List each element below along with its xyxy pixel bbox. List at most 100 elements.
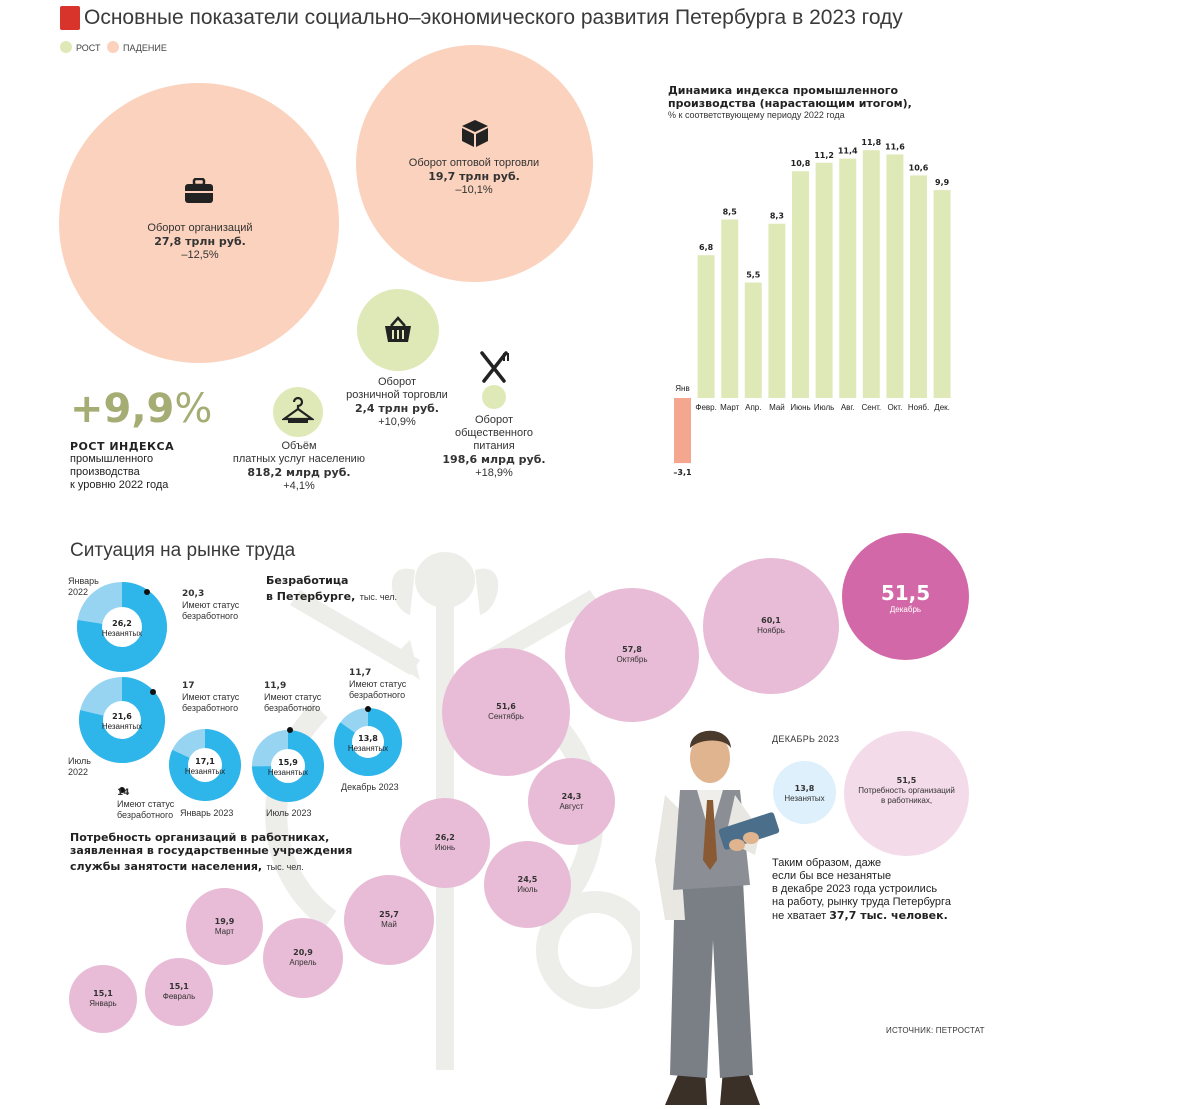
catering-bubble — [482, 385, 506, 409]
services-change: +4,1% — [283, 480, 315, 492]
industrial-chart-title: Динамика индекса промышленного производс… — [668, 84, 912, 110]
services-label-2: платных услуг населению — [232, 453, 366, 465]
december-unemployed-bubble — [773, 761, 836, 824]
unemployment-heading: Безработица в Петербурге, тыс. чел. — [266, 574, 426, 605]
bar-6 — [792, 171, 809, 398]
donut-pointer-dot-dec2023 — [365, 706, 371, 712]
month-bubble-value-5: 25,7 — [379, 910, 399, 919]
donut-registered-label-jul2022: Имеют статус безработного — [182, 692, 240, 713]
december-demand-bubble — [844, 731, 969, 856]
month-bubble-text-12: 51,5 Декабрь — [842, 581, 969, 615]
demand-title-3: службы занятости населения, — [70, 860, 263, 873]
unemployed-donut-charts: 26,2Незанятых21,6Незанятых17,1Незанятых1… — [77, 582, 403, 802]
donut-hole-dec2023 — [352, 726, 384, 758]
month-bubble-value-2: 15,1 — [169, 982, 189, 991]
org-turnover-value: 27,8 трлн руб. — [154, 235, 246, 248]
bar-5 — [768, 223, 786, 398]
source-note: ИСТОЧНИК: ПЕТРОСТАТ — [886, 1026, 985, 1035]
bar-value-label-2: 6,8 — [699, 243, 714, 252]
month-bubble-text-8: 24,3 Август — [528, 792, 615, 812]
growth-index-line3: к уровню 2022 года — [70, 479, 169, 491]
month-bubble-label-1: Январь — [89, 999, 117, 1008]
month-bubble-text-1: 15,1 Январь — [69, 989, 137, 1009]
donut-registered-label-jan2022: Имеют статус безработного — [182, 600, 240, 621]
donut-registered-label-dec2023: Имеют статус безработного — [349, 679, 407, 700]
december-demand-value: 51,5 — [896, 776, 917, 785]
retail-text: Оборот розничной торговли 2,4 трлн руб. … — [317, 376, 477, 429]
donut-total-value-dec2023: 13,8 — [358, 734, 378, 743]
month-bubble-value-4: 20,9 — [293, 948, 313, 957]
month-bubble-value-12: 51,5 — [880, 580, 931, 605]
donut-total-value-jul2023: 15,9 — [278, 758, 298, 767]
donut-pointer-dot-jan2023 — [119, 787, 125, 793]
december-unemployed-value: 13,8 — [794, 784, 815, 793]
bar-7 — [815, 162, 833, 398]
donut-hole-jan2023 — [188, 748, 222, 782]
month-bubble-text-9: 51,6 Сентябрь — [442, 702, 570, 722]
fork-knife-icon — [480, 351, 509, 383]
donut-hole-jul2023 — [271, 749, 305, 783]
industrial-chart-subtitle: % к соответствующему периоду 2022 года — [668, 110, 845, 120]
wholesale-label: Оборот оптовой торговли — [408, 157, 540, 169]
bar-category-label-2: Февр. — [695, 403, 716, 412]
demand-title-2: заявленная в государственные учреждения — [70, 844, 353, 857]
man-with-clipboard-illustration — [655, 730, 780, 1105]
growth-index-heading: РОСТ ИНДЕКСА — [70, 440, 175, 453]
month-bubble-label-9: Сентябрь — [488, 712, 524, 721]
month-bubble-text-4: 20,9 Апрель — [263, 948, 343, 968]
month-bubble-value-10: 57,8 — [622, 645, 642, 654]
bar-category-label-6: Июнь — [790, 403, 810, 412]
donut-registered-jan2022: 20,3 Имеют статус безработного — [182, 588, 262, 622]
bar-2 — [697, 255, 715, 398]
donut-registered-label-jul2023: Имеют статус безработного — [264, 692, 322, 713]
bar-value-label-5: 8,3 — [770, 212, 784, 221]
bar-category-label-3: Март — [720, 403, 739, 412]
growth-index-line1: промышленного — [70, 453, 154, 465]
catering-text: Оборот общественного питания 198,6 млрд … — [424, 414, 564, 480]
conclusion-line-3: в декабре 2023 года устроились — [772, 883, 938, 895]
bar-3 — [721, 219, 739, 398]
donut-pointer-dot-jul2023 — [287, 727, 293, 733]
month-bubble-label-12: Декабрь — [889, 604, 922, 614]
donut-pointer-dot-jan2022 — [144, 589, 150, 595]
donut-total-label-jan2023: Незанятых — [185, 767, 225, 776]
bar-value-label-9: 11,8 — [861, 138, 881, 147]
growth-index-value: +9,9 — [70, 386, 175, 432]
wholesale-bubble — [356, 45, 593, 282]
bar-category-label-5: Май — [769, 403, 785, 412]
month-bubble-text-11: 60,1 Ноябрь — [703, 616, 839, 636]
donut-period-jan2023: Январь 2023 — [180, 808, 234, 818]
donut-registered-jul2022: 17 Имеют статус безработного — [182, 680, 262, 714]
services-value: 818,2 млрд руб. — [247, 466, 351, 479]
donut-period-jul2023: Июль 2023 — [266, 808, 312, 818]
bar-1 — [674, 398, 691, 464]
catering-label-3: питания — [473, 440, 515, 452]
month-bubble-label-10: Октябрь — [616, 655, 648, 664]
donut-registered-value-jan2023: 14 — [117, 788, 130, 798]
org-turnover-label: Оборот организаций — [147, 222, 253, 234]
bar-9 — [862, 150, 880, 398]
retail-label-1: Оборот — [377, 376, 416, 388]
donut-registered-value-jul2023: 11,9 — [264, 681, 287, 691]
month-bubble-8 — [528, 758, 615, 845]
services-label-1: Объём — [281, 440, 317, 452]
donut-total-value-jan2023: 17,1 — [195, 757, 215, 766]
donut-total-value-jan2022: 26,2 — [112, 619, 132, 628]
bar-value-label-4: 5,5 — [746, 271, 761, 280]
wholesale-change: –10,1% — [455, 184, 493, 196]
unemployment-unit: тыс. чел. — [359, 592, 397, 602]
month-bubble-text-6: 26,2 Июнь — [400, 833, 490, 853]
december-demand-label-2: в работниках, — [880, 796, 933, 805]
growth-index-caption: РОСТ ИНДЕКСА промышленного производства … — [70, 440, 260, 492]
december-demand-text: 51,5 Потребность организаций в работника… — [844, 776, 969, 806]
donut-registered-value-jan2022: 20,3 — [182, 589, 205, 599]
month-bubble-value-3: 19,9 — [214, 916, 235, 926]
unemployment-title-1: Безработица — [266, 574, 349, 587]
conclusion-line-5: не хватает — [772, 910, 827, 922]
month-bubble-text-5: 25,7 Май — [344, 910, 434, 930]
bar-value-label-8: 11,4 — [838, 147, 858, 156]
unemployment-title-2: в Петербурге, — [266, 590, 356, 603]
conclusion-highlight: 37,7 тыс. человек. — [829, 909, 948, 922]
bar-value-label-12: 9,9 — [935, 178, 950, 187]
month-bubble-12 — [842, 533, 969, 660]
